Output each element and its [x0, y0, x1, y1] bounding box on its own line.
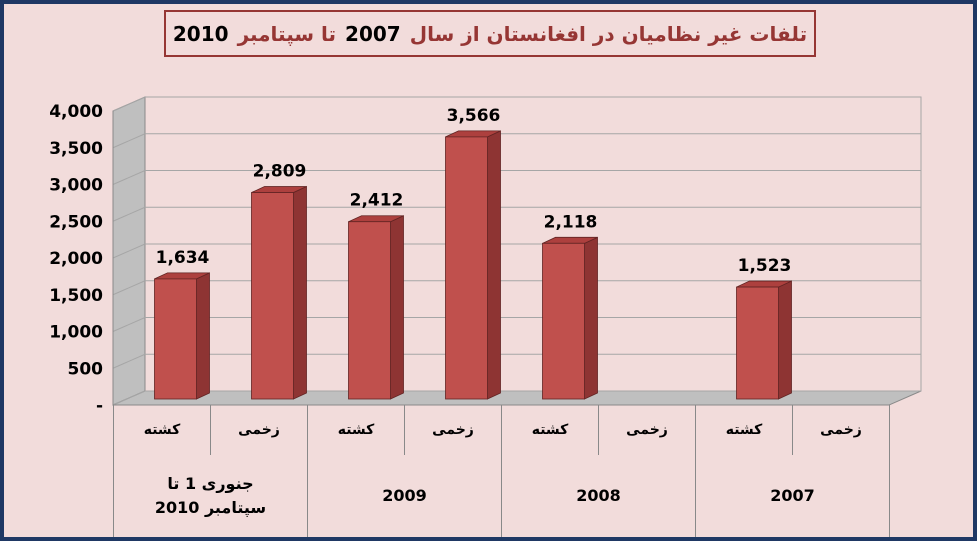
bar-value-label: 2,118: [544, 212, 598, 232]
x-group-row: جنوری 1 تا سپتامبر 2010 2009 2008 2007: [113, 455, 891, 537]
plot-floor: [112, 390, 922, 406]
bar-value-label: 1,523: [738, 256, 792, 276]
grid-line-wall: [112, 353, 146, 369]
y-axis-tick-label: 2,500: [49, 212, 103, 232]
bar-front-face: [542, 242, 585, 400]
bar-front-face: [445, 136, 488, 400]
title-year-start: 2007: [345, 21, 401, 46]
bar-value-label: 2,809: [253, 162, 307, 182]
x-cat-label: کشته: [308, 405, 405, 455]
chart-title: تلفات غیر نظامیان در افغانستان از سال 20…: [164, 10, 816, 57]
bar-side-face: [293, 185, 307, 400]
grid-line-wall: [112, 390, 146, 406]
x-group-label: جنوری 1 تا سپتامبر 2010: [114, 455, 308, 537]
bar-side-face: [487, 130, 501, 400]
grid-line-wall: [112, 133, 146, 149]
bar-chart-plot: 4,000 3,500 3,000 2,500 2,000 1,500 1,000 500 - 1…: [49, 96, 922, 416]
bar-front-face: [251, 192, 294, 400]
x-group-label: 2007: [696, 455, 890, 537]
bar-side-face: [196, 272, 210, 400]
grid-line-wall: [112, 170, 146, 185]
title-year-end: 2010: [172, 21, 229, 46]
x-cat-label: زخمی: [793, 405, 890, 455]
x-cat-label: کشته: [696, 405, 793, 455]
x-cat-label: زخمی: [405, 405, 502, 455]
x-cat-label: کشته: [114, 405, 211, 455]
bar-front-face: [736, 286, 779, 400]
bar-front-face: [154, 278, 197, 400]
y-axis-tick-label: 2,000: [49, 249, 103, 269]
x-group-label: 2009: [308, 455, 502, 537]
grid-line-wall: [112, 206, 146, 222]
bar-value-label: 3,566: [447, 106, 501, 126]
x-cat-row: کشته زخمی کشته زخمی کشته زخمی کشته زخمی: [113, 405, 891, 455]
bar-side-face: [584, 236, 598, 400]
y-axis-tick-label: 1,000: [49, 323, 103, 343]
y-axis-tick-label: 3,500: [49, 139, 103, 159]
bar-value-label: 1,634: [156, 248, 210, 268]
x-cat-label: زخمی: [599, 405, 696, 455]
y-axis-tick-label: -: [96, 396, 103, 416]
x-cat-label: زخمی: [211, 405, 308, 455]
grid-line-wall: [112, 96, 146, 112]
x-axis-labels: کشته زخمی کشته زخمی کشته زخمی کشته زخمی جنوری 1…: [113, 405, 891, 537]
grid-line-wall: [112, 317, 146, 332]
grid-line-wall: [112, 280, 146, 296]
grid-line-wall: [112, 243, 146, 259]
y-axis-tick-label: 500: [68, 359, 104, 379]
x-group-label: 2008: [502, 455, 696, 537]
bar-value-label: 2,412: [350, 191, 404, 211]
bar-side-face: [778, 280, 792, 400]
y-axis-tick-label: 3,000: [49, 176, 103, 196]
title-text-mid: تا سپتامبر: [237, 21, 337, 46]
y-axis-tick-label: 4,000: [49, 102, 103, 122]
bar-side-face: [390, 215, 404, 400]
y-axis-tick-label: 1,500: [49, 286, 103, 306]
x-cat-label: کشته: [502, 405, 599, 455]
bar-front-face: [348, 221, 391, 400]
title-text-main: تلفات غیر نظامیان در افغانستان از سال: [409, 21, 808, 46]
